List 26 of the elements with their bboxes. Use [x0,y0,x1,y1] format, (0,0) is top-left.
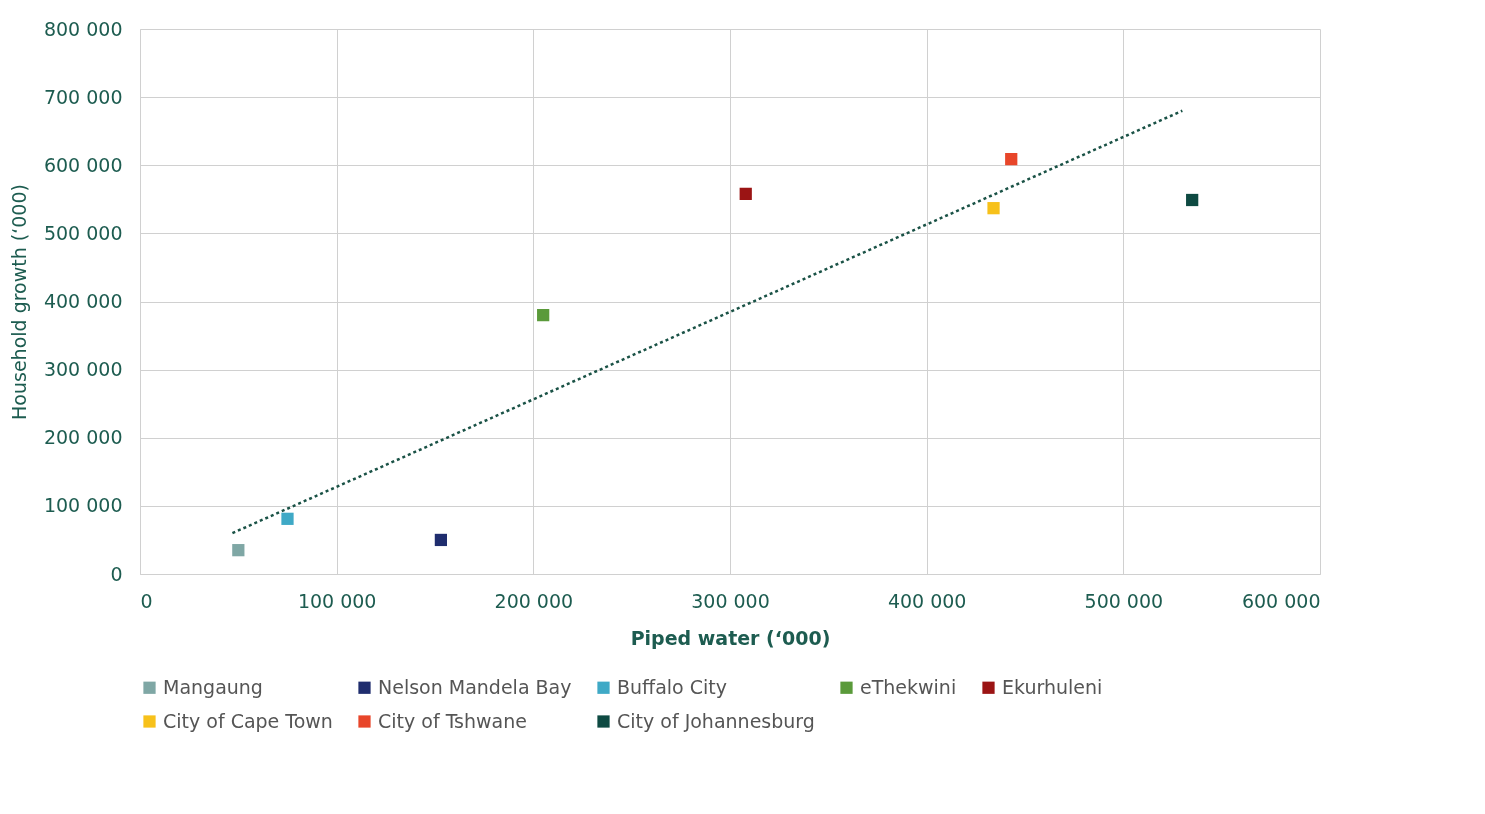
legend-label: Mangaung [163,675,263,698]
x-tick-label: 600 000 [1241,589,1321,612]
y-axis-title: Household growth (‘000) [7,184,30,420]
y-tick-label: 700 000 [43,85,123,108]
y-tick-label: 600 000 [43,153,123,176]
y-tick-label: 0 [110,562,123,585]
x-tick-label: 300 000 [691,589,770,612]
y-tick-label: 800 000 [43,17,123,40]
x-axis-title: Piped water (‘000) [630,626,831,649]
y-tick-label: 300 000 [43,358,123,381]
x-tick-label: 0 [140,589,153,612]
legend-label: City of Tshwane [378,709,527,732]
x-tick-label: 500 000 [1084,589,1164,612]
legend-label: City of Cape Town [163,709,333,732]
x-tick-label: 400 000 [887,589,967,612]
x-tick-label: 200 000 [494,589,574,612]
legend-label: Ekurhuleni [1002,675,1103,698]
y-tick-label: 500 000 [43,221,123,244]
legend-label: Buffalo City [617,675,727,698]
x-tick-label: 100 000 [297,589,377,612]
y-tick-label: 400 000 [43,290,123,312]
legend-label: eThekwini [860,675,957,698]
legend-label: Nelson Mandela Bay [378,675,572,698]
y-tick-label: 100 000 [43,494,123,517]
y-tick-label: 200 000 [43,426,123,449]
legend-label: City of Johannesburg [617,709,815,732]
